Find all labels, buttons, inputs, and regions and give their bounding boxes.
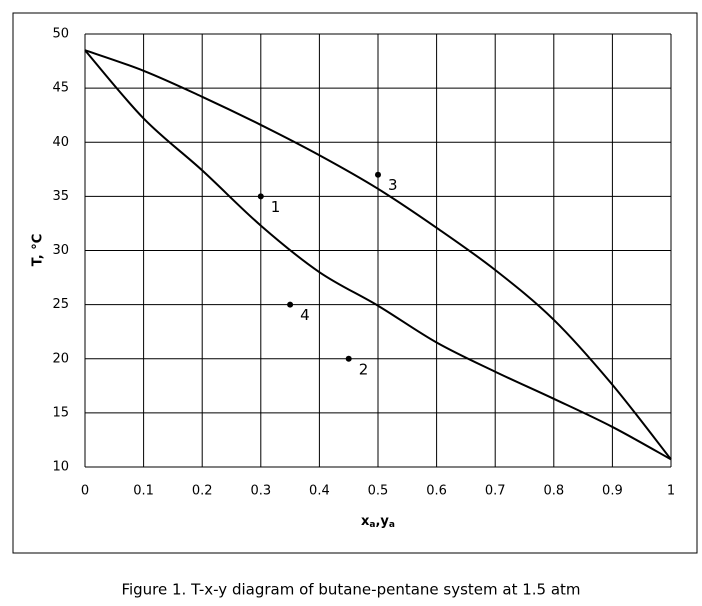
x-tick-label: 1 <box>667 484 675 499</box>
y-tick-label: 15 <box>52 405 69 420</box>
y-tick-label: 30 <box>52 243 69 258</box>
point-label: 2 <box>359 360 369 378</box>
y-tick-label: 45 <box>52 81 69 96</box>
x-tick-label: 0.1 <box>133 484 154 499</box>
y-tick-label: 40 <box>52 135 69 150</box>
x-tick-label: 0.4 <box>309 484 330 499</box>
curve <box>84 49 672 461</box>
x-tick-label: 0.2 <box>192 484 213 499</box>
y-tick-label: 25 <box>52 297 69 312</box>
point-label: 4 <box>300 306 310 324</box>
x-label-part: x <box>361 514 370 529</box>
frame <box>12 12 698 554</box>
y-tick-label: 20 <box>52 351 69 366</box>
point-label: 3 <box>388 176 398 194</box>
x-label-sub: a <box>389 520 395 530</box>
x-tick-label: 0.5 <box>368 484 389 499</box>
x-tick-label: 0.8 <box>543 484 564 499</box>
x-axis-label: xa,ya <box>361 514 395 530</box>
state-point <box>375 171 381 178</box>
y-tick-label: 10 <box>52 460 69 475</box>
point-label: 1 <box>271 198 281 216</box>
state-point <box>287 301 294 308</box>
state-point <box>345 355 352 362</box>
x-label-sub: a <box>369 520 375 530</box>
y-tick-label: 50 <box>52 27 69 42</box>
x-tick-label: 0.7 <box>485 484 506 499</box>
curve <box>84 49 672 461</box>
y-axis-label: T, °C <box>31 234 46 267</box>
x-label-part: ,y <box>375 514 389 529</box>
y-tick-label: 35 <box>52 189 69 204</box>
x-tick-label: 0.6 <box>426 484 447 499</box>
caption: Figure 1. T-x-y diagram of butane-pentan… <box>121 581 580 599</box>
x-tick-label: 0.3 <box>250 484 271 499</box>
x-tick-label: 0 <box>81 484 89 499</box>
state-point <box>257 193 264 200</box>
x-tick-label: 0.9 <box>602 484 623 499</box>
